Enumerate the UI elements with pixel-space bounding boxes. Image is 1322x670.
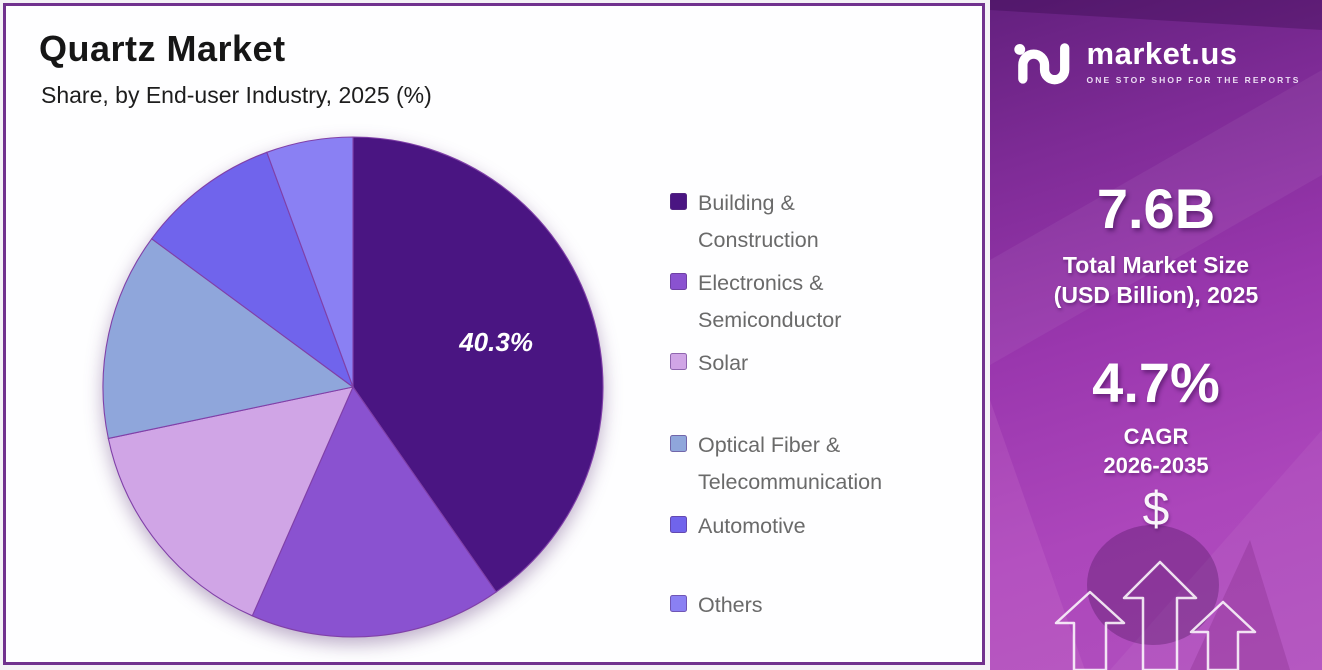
pie-slice <box>102 238 355 440</box>
page-subtitle: Share, by End-user Industry, 2025 (%) <box>41 82 432 108</box>
sidebar-background-decor <box>990 0 1322 670</box>
growth-arrows-icon <box>1054 560 1257 670</box>
legend-swatch <box>670 353 687 370</box>
brand-tagline: ONE STOP SHOP FOR THE REPORTS <box>1086 75 1301 85</box>
pie-slice <box>150 151 355 389</box>
chart-panel: Quartz Market Share, by End-user Industr… <box>3 3 985 665</box>
market-size-label-line2: (USD Billion), 2025 <box>1053 282 1259 308</box>
pie-chart-svg: 40.3% <box>102 136 604 638</box>
legend-item: Electronics & Semiconductor <box>670 265 841 339</box>
pie-chart: 40.3% <box>97 131 609 643</box>
sidebar: market.us ONE STOP SHOP FOR THE REPORTS … <box>990 0 1322 670</box>
legend-swatch <box>670 435 687 452</box>
market-size-label-line1: Total Market Size <box>1062 252 1250 278</box>
legend-swatch <box>670 516 687 533</box>
pie-slice <box>352 136 604 593</box>
logo: market.us ONE STOP SHOP FOR THE REPORTS <box>990 30 1322 91</box>
cagr-label: CAGR 2026-2035 <box>990 422 1322 480</box>
legend-item: Automotive <box>670 508 806 545</box>
chart-legend: Building & Construction Electronics & Semic… <box>670 182 975 652</box>
legend-label: Others <box>698 593 763 617</box>
pie-data-label: 40.3% <box>458 327 533 357</box>
cagr-label-line1: CAGR <box>1123 424 1189 449</box>
marketus-logo-icon <box>1012 30 1074 91</box>
pie-slice <box>107 386 354 617</box>
legend-label: Building & Construction <box>698 191 819 252</box>
legend-label: Electronics & Semiconductor <box>698 271 842 332</box>
legend-label: Solar <box>698 351 749 375</box>
legend-item: Others <box>670 587 763 624</box>
market-size-label: Total Market Size (USD Billion), 2025 <box>990 250 1322 310</box>
page-title: Quartz Market <box>39 28 286 69</box>
cagr-label-line2: 2026-2035 <box>1103 453 1209 478</box>
market-size-value: 7.6B <box>1096 177 1216 240</box>
pie-slice <box>266 136 354 388</box>
cagr-value: 4.7% <box>1092 351 1220 414</box>
dollar-icon: $ <box>1142 483 1170 536</box>
legend-swatch <box>670 193 687 210</box>
brand-name: market.us <box>1086 36 1238 71</box>
legend-item: Optical Fiber & Telecommunication <box>670 427 882 501</box>
legend-item: Building & Construction <box>670 185 819 259</box>
pie-slice <box>251 385 497 638</box>
legend-swatch <box>670 273 687 290</box>
legend-label: Optical Fiber & Telecommunication <box>698 433 883 494</box>
legend-swatch <box>670 595 687 612</box>
legend-label: Automotive <box>698 514 806 538</box>
legend-item: Solar <box>670 345 748 382</box>
